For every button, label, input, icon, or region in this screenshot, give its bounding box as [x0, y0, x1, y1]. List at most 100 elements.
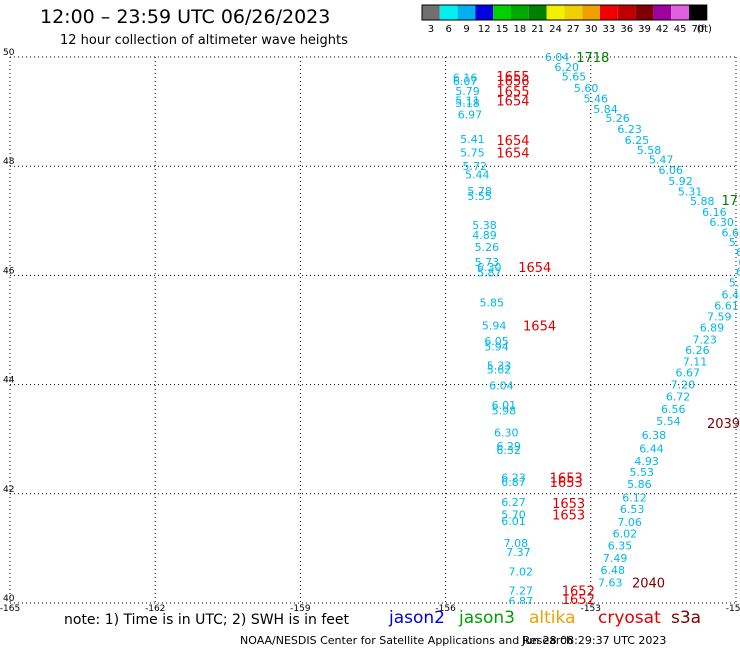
legend-swatch-21	[528, 5, 547, 20]
satellite-s3a: s3a	[671, 608, 702, 628]
swh-value: 6.20	[555, 61, 580, 74]
legend-swatch-70	[689, 5, 707, 20]
y-tick-label: 42	[3, 485, 14, 495]
swh-value: 5.38	[472, 219, 497, 232]
legend-label-39: 39	[638, 24, 651, 35]
swh-value: 6.25	[625, 134, 650, 147]
swh-value: 5.87	[477, 267, 502, 280]
swh-value: 6.26	[685, 344, 710, 357]
credit-line: NOAA/NESDIS Center for Satellite Applica…	[240, 634, 574, 647]
swh-value: 6.44	[639, 442, 664, 455]
swh-value: 5.89	[729, 276, 740, 289]
swh-value: 6.23	[617, 123, 642, 136]
swh-value: 6.67	[676, 367, 701, 380]
swh-value: 6.55	[736, 266, 740, 279]
pass-time-label: 2040	[632, 576, 665, 591]
swh-value: 7.59	[707, 310, 732, 323]
legend-swatch-27	[564, 5, 583, 20]
swh-value: 7.63	[598, 576, 623, 589]
pass-time-label: 1652	[562, 593, 595, 608]
swh-value: 6.16	[453, 72, 478, 85]
swh-value: 6.56	[661, 403, 686, 416]
swh-value: 5.94	[482, 320, 507, 333]
chart-title: 12:00 – 23:59 UTC 06/26/2023	[40, 6, 331, 28]
axis-labels: -165 -162 -159 -156 -153 -150 42 44 46 48 50 40	[0, 48, 740, 614]
swh-value: 5.54	[656, 415, 681, 428]
swh-value: 6.43	[721, 289, 740, 302]
swh-value: 7.23	[692, 333, 717, 346]
y-tick-label: 48	[3, 157, 15, 167]
swh-value: 6.06	[659, 164, 684, 177]
legend-swatch-3	[422, 5, 440, 20]
pass-time-label: 1653	[552, 509, 585, 524]
swh-value: 5.62	[487, 363, 512, 376]
y-tick-label: 40	[3, 594, 15, 604]
swh-value: 6.35	[608, 540, 633, 553]
x-tick-label: -165	[0, 604, 20, 614]
pass-time-label: 1655	[496, 85, 529, 100]
legend-label-33: 33	[603, 24, 616, 35]
swh-value: 6.61	[714, 299, 739, 312]
swh-value: 5.85	[479, 297, 504, 310]
legend-label-9: 9	[463, 24, 469, 35]
swh-value: 5.79	[455, 85, 480, 98]
x-tick-label: -159	[290, 604, 311, 614]
legend-swatch-30	[582, 5, 600, 20]
swh-value: 5.41	[460, 133, 485, 146]
swh-value: 6.30	[709, 216, 734, 229]
swh-value: 5.55	[467, 190, 492, 203]
legend-label-12: 12	[478, 24, 491, 35]
pass-time-label: 1654	[496, 95, 529, 110]
pass-time-label: 2039	[707, 417, 740, 432]
swh-value: 5.44	[465, 168, 490, 181]
swh-value: 4.93	[634, 455, 659, 468]
pass-time-label: 1653	[550, 471, 583, 486]
swh-value: 7.49	[603, 552, 628, 565]
legend-label-15: 15	[496, 24, 509, 35]
satellite-jason3: jason3	[459, 608, 515, 628]
swh-value: 5.26	[605, 112, 630, 125]
swh-value: 7.06	[617, 516, 642, 529]
legend-swatch-6	[439, 5, 458, 20]
pass-time-label: 1654	[496, 134, 529, 149]
swh-value: 5.94	[484, 340, 509, 353]
swh-value: 5.60	[574, 82, 599, 95]
swh-value: 6.07	[453, 75, 478, 88]
legend-label-6: 6	[446, 24, 452, 35]
legend-label-30: 30	[585, 24, 598, 35]
pass-time-label: 1653	[550, 476, 583, 491]
swh-value: 6.12	[622, 492, 647, 505]
swh-value: 5.86	[627, 478, 652, 491]
swh-value: 5.98	[492, 404, 516, 417]
swh-value: 5.33	[487, 359, 512, 372]
swh-value: 4.89	[472, 229, 497, 242]
legend-swatch-18	[511, 5, 529, 20]
swh-value: 6.38	[642, 429, 667, 442]
swh-value: 5.84	[593, 103, 618, 116]
swh-value: 5.47	[649, 154, 674, 167]
swh-value: 7.37	[506, 546, 530, 559]
swh-value: 5.18	[455, 97, 480, 110]
legend-swatch-24	[546, 5, 565, 20]
swh-value: 5.92	[668, 175, 693, 188]
swh-value: 6.04	[489, 380, 514, 393]
pass-time-label: 1654	[523, 320, 556, 335]
swh-value: 6.87	[501, 476, 526, 489]
swh-value: 6.63	[721, 226, 740, 239]
swh-value: 7.20	[671, 379, 696, 392]
legend-label-3: 3	[428, 24, 434, 35]
swh-value: 6.53	[620, 503, 645, 516]
swh-value: 7.02	[509, 565, 534, 578]
x-tick-label: -156	[435, 604, 456, 614]
swh-value: 5.73	[475, 256, 500, 269]
swh-value: 6.16	[702, 206, 727, 219]
x-tick-label: -162	[145, 604, 165, 614]
swh-value: 5.26	[475, 241, 500, 254]
swh-value: 6.87	[509, 595, 534, 608]
pass-time-label: 1652	[562, 584, 595, 599]
pass-time-label: 1655	[496, 70, 529, 85]
swh-value: 6.01	[492, 399, 516, 412]
grid-lines	[9, 56, 737, 604]
swh-value: 6.05	[484, 335, 509, 348]
swh-value: 6.97	[458, 108, 483, 121]
